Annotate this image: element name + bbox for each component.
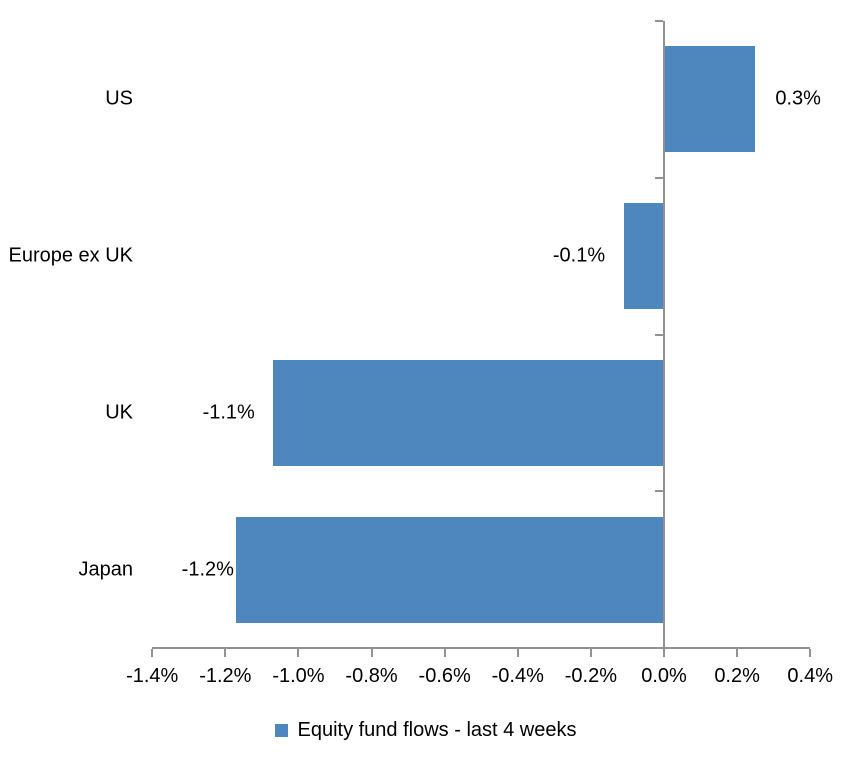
x-axis-tick-label: -0.6% — [418, 665, 471, 687]
x-axis-tick — [224, 649, 227, 657]
y-axis-tick — [655, 176, 663, 179]
x-axis-tick-label: 0.0% — [641, 665, 687, 687]
x-axis-tick — [297, 649, 300, 657]
x-axis-tick — [663, 649, 665, 657]
y-axis-tick — [655, 333, 663, 336]
x-axis-tick — [516, 649, 519, 657]
x-axis-tick — [443, 649, 446, 657]
legend: Equity fund flows - last 4 weeks — [0, 718, 852, 742]
x-axis-tick-label: 0.4% — [787, 665, 834, 687]
legend-label: Equity fund flows - last 4 weeks — [297, 719, 577, 741]
x-axis-tick — [370, 649, 373, 657]
y-axis-line — [663, 21, 665, 649]
y-axis-tick — [655, 490, 663, 493]
bar-europe-ex-uk — [624, 203, 664, 310]
x-axis-tick-label: -1.0% — [272, 665, 325, 687]
x-axis-line — [152, 647, 811, 649]
value-label-japan: -1.2% — [181, 558, 234, 581]
x-axis-tick-label: -0.8% — [345, 665, 398, 687]
category-label-us: US — [105, 87, 133, 110]
x-axis-tick — [151, 649, 154, 657]
bar-japan — [235, 516, 664, 623]
x-axis-tick — [589, 649, 592, 657]
x-axis-tick-label: -1.2% — [199, 665, 252, 687]
value-label-europe-ex-uk: -0.1% — [552, 244, 606, 267]
category-label-europe-ex-uk: Europe ex UK — [8, 244, 133, 267]
y-axis-tick — [655, 20, 663, 22]
bar-us — [664, 46, 756, 153]
value-label-uk: -1.1% — [202, 401, 255, 424]
x-axis-tick-label: -0.4% — [491, 665, 544, 687]
x-axis-tick — [809, 649, 812, 657]
legend-swatch — [275, 723, 289, 737]
x-axis-tick-label: 0.2% — [714, 665, 760, 687]
category-label-japan: Japan — [78, 558, 134, 581]
x-axis-tick-label: -1.4% — [126, 665, 179, 687]
category-label-uk: UK — [105, 401, 133, 424]
value-label-us: 0.3% — [775, 87, 821, 110]
x-axis-tick — [736, 649, 739, 657]
bar-uk — [272, 359, 664, 466]
x-axis-tick-label: -0.2% — [564, 665, 617, 687]
